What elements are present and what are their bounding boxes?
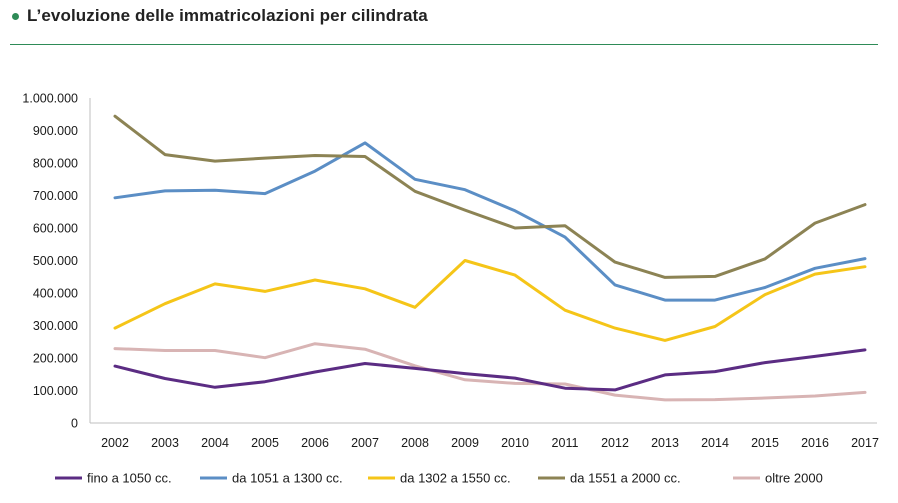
x-tick-label: 2004: [201, 436, 229, 450]
legend-label: fino a 1050 cc.: [87, 471, 172, 486]
y-axis: 0 100.000 200.000 300.000 400.000 500.000 600.…: [22, 92, 91, 431]
series-line-da-1551-a-2000-cc: [113, 114, 867, 279]
x-tick-label: 2015: [751, 436, 779, 450]
y-tick-label: 800.000: [33, 157, 78, 171]
x-axis: 2002 2003 2004 2005 2006 2007 2008 2009 2010 2011…: [90, 422, 879, 450]
y-tick-label: 0: [71, 417, 78, 431]
y-tick-label: 300.000: [33, 319, 78, 333]
legend-label: da 1051 a 1300 cc.: [232, 471, 343, 486]
y-tick-label: 700.000: [33, 189, 78, 203]
y-tick-label: 900.000: [33, 124, 78, 138]
y-tick-label: 500.000: [33, 254, 78, 268]
x-tick-label: 2010: [501, 436, 529, 450]
x-tick-label: 2002: [101, 436, 129, 450]
bullet-icon: [12, 12, 19, 20]
x-tick-label: 2014: [701, 436, 729, 450]
series-line-da-1302-a-1550-cc: [113, 259, 867, 342]
chart-title: L’evoluzione delle immatricolazioni per …: [27, 6, 428, 25]
legend-label: oltre 2000: [765, 471, 823, 486]
legend-label: da 1551 a 2000 cc.: [570, 471, 681, 486]
x-tick-label: 2016: [801, 436, 829, 450]
x-tick-label: 2003: [151, 436, 179, 450]
x-tick-label: 2011: [552, 436, 579, 450]
y-tick-label: 100.000: [33, 384, 78, 398]
x-tick-label: 2013: [651, 436, 679, 450]
y-tick-label: 400.000: [33, 287, 78, 301]
x-tick-label: 2017: [851, 436, 879, 450]
y-tick-label: 1.000.000: [22, 92, 78, 106]
series-line-oltre-2000: [113, 342, 867, 402]
x-tick-label: 2009: [451, 436, 479, 450]
x-tick-label: 2006: [301, 436, 329, 450]
y-tick-label: 600.000: [33, 222, 78, 236]
x-tick-label: 2008: [401, 436, 429, 450]
title-divider: [10, 44, 878, 45]
x-tick-label: 2005: [251, 436, 279, 450]
series-lines: [113, 114, 867, 402]
legend-label: da 1302 a 1550 cc.: [400, 471, 511, 486]
y-tick-label: 200.000: [33, 352, 78, 366]
x-tick-label: 2007: [351, 436, 379, 450]
series-line-fino-a-1050-cc: [113, 348, 867, 392]
x-tick-label: 2012: [601, 436, 629, 450]
chart-header: L’evoluzione delle immatricolazioni per …: [12, 6, 428, 26]
series-line-da-1051-a-1300-cc: [113, 141, 867, 302]
legend: fino a 1050 cc. da 1051 a 1300 cc. da 1302…: [55, 471, 823, 486]
